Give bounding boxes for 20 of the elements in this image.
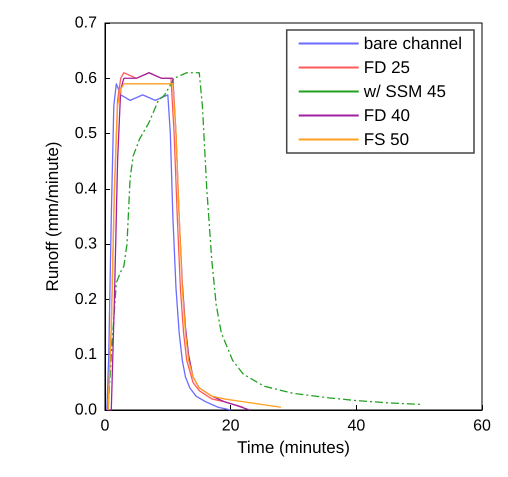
legend-label: FD 25 xyxy=(364,58,410,77)
x-tick-label: 60 xyxy=(473,418,491,434)
legend-label: w/ SSM 45 xyxy=(362,82,446,101)
y-tick-label: 0.6 xyxy=(74,70,98,87)
line-series xyxy=(107,83,282,411)
x-tick-label: 0 xyxy=(100,418,110,434)
y-tick-label: 0.1 xyxy=(74,346,98,364)
legend-label: FD 40 xyxy=(364,106,410,125)
y-tick-label: 0.7 xyxy=(74,14,98,32)
legend-label: bare channel xyxy=(364,34,462,53)
x-tick-label: 40 xyxy=(347,418,366,434)
y-tick-label: 0.5 xyxy=(74,125,98,142)
x-tick-label: 20 xyxy=(222,418,240,434)
y-tick-label: 0.0 xyxy=(74,402,98,418)
y-tick-label: 0.4 xyxy=(74,180,98,198)
y-tick-label: 0.3 xyxy=(74,236,98,253)
legend-label: FS 50 xyxy=(364,130,410,149)
x-axis-title: Time (minutes) xyxy=(237,438,350,457)
y-axis-title: Runoff (mm/minute) xyxy=(43,142,62,292)
y-tick-label: 0.2 xyxy=(74,290,98,308)
